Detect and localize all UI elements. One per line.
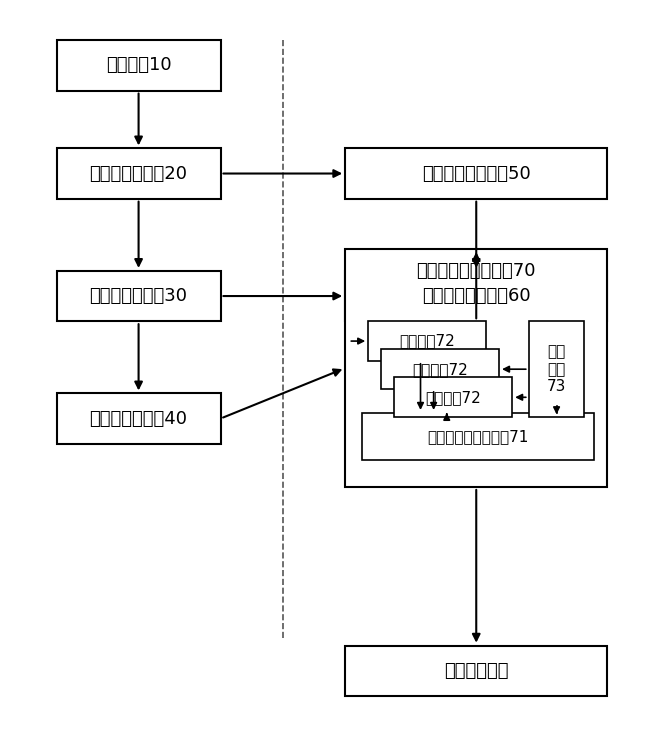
FancyBboxPatch shape xyxy=(361,413,594,459)
FancyBboxPatch shape xyxy=(56,40,220,90)
FancyBboxPatch shape xyxy=(345,646,608,696)
FancyBboxPatch shape xyxy=(529,321,584,417)
Text: 全卷积神经网络模块70: 全卷积神经网络模块70 xyxy=(416,262,536,280)
Text: 输出分割结果: 输出分割结果 xyxy=(444,662,509,679)
Text: 分层单元72: 分层单元72 xyxy=(399,334,455,348)
FancyBboxPatch shape xyxy=(368,321,486,361)
Text: 全卷积神经网络单元71: 全卷积神经网络单元71 xyxy=(427,429,529,444)
FancyBboxPatch shape xyxy=(394,378,513,417)
Text: 标记模块10: 标记模块10 xyxy=(106,56,171,74)
FancyBboxPatch shape xyxy=(56,394,220,444)
FancyBboxPatch shape xyxy=(56,270,220,321)
FancyBboxPatch shape xyxy=(345,270,608,321)
FancyBboxPatch shape xyxy=(381,349,499,389)
Text: 训练构建模块一20: 训练构建模块一20 xyxy=(90,165,187,182)
FancyBboxPatch shape xyxy=(56,148,220,199)
Text: 训练构建模块三40: 训练构建模块三40 xyxy=(90,410,187,427)
Text: 训练构建模块二30: 训练构建模块二30 xyxy=(90,287,187,305)
Text: 反馈
单元
73: 反馈 单元 73 xyxy=(547,344,566,394)
Text: 分层单元72: 分层单元72 xyxy=(426,390,481,405)
Text: 分层单元72: 分层单元72 xyxy=(412,362,468,377)
Text: 网络体积评估模块50: 网络体积评估模块50 xyxy=(422,165,531,182)
FancyBboxPatch shape xyxy=(345,148,608,199)
FancyBboxPatch shape xyxy=(345,249,608,487)
Text: 图像转换网络模块60: 图像转换网络模块60 xyxy=(422,287,531,305)
